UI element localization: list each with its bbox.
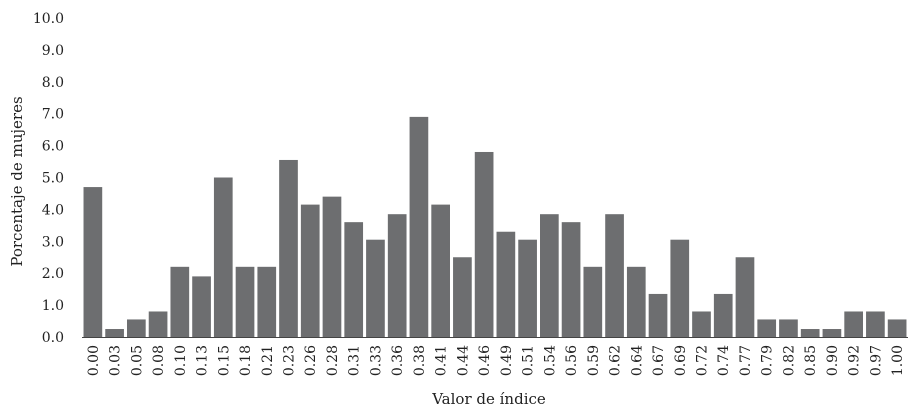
x-tick-label: 0.72 xyxy=(695,345,711,376)
x-axis-ticks: 0.00 0.03 0.05 0.08 0.10 0.13 0.15 0.18 0.21 0.23… xyxy=(86,345,906,376)
x-tick-label: 0.69 xyxy=(673,345,689,376)
bar xyxy=(844,311,863,337)
x-tick-label: 0.62 xyxy=(608,345,624,376)
x-tick-label: 0.59 xyxy=(586,345,602,376)
x-tick-label: 0.46 xyxy=(477,345,493,376)
bar xyxy=(474,151,494,337)
bar xyxy=(561,222,581,337)
bar xyxy=(605,214,624,337)
x-tick-label: 0.97 xyxy=(868,345,884,376)
bar xyxy=(387,214,407,337)
bar xyxy=(540,214,559,337)
x-tick-label: 0.33 xyxy=(368,345,384,376)
bar xyxy=(648,293,668,337)
x-tick-label: 0.51 xyxy=(521,345,537,376)
y-axis-title: Porcentaje de mujeres xyxy=(8,96,26,266)
x-tick-label: 0.74 xyxy=(716,345,732,376)
x-tick-label: 1.00 xyxy=(890,345,906,376)
y-tick-label: 0.0 xyxy=(42,330,64,346)
x-tick-label: 0.85 xyxy=(803,345,819,376)
y-tick-label: 6.0 xyxy=(42,139,64,155)
bar xyxy=(800,329,820,337)
x-tick-label: 0.82 xyxy=(781,345,797,376)
y-tick-label: 3.0 xyxy=(42,234,64,250)
bar xyxy=(518,239,537,337)
x-tick-label: 0.49 xyxy=(499,345,515,376)
bar xyxy=(779,319,798,337)
bar xyxy=(344,222,364,337)
x-tick-label: 0.05 xyxy=(129,345,145,376)
bar xyxy=(866,311,885,337)
x-tick-label: 0.36 xyxy=(390,345,406,376)
bar xyxy=(626,266,646,337)
x-tick-label: 0.18 xyxy=(238,345,254,376)
x-tick-label: 0.31 xyxy=(347,345,363,376)
x-tick-label: 0.00 xyxy=(86,345,102,376)
bar xyxy=(822,329,842,337)
y-tick-label: 8.0 xyxy=(42,75,64,91)
x-tick-label: 0.26 xyxy=(303,345,319,376)
bar xyxy=(757,319,777,337)
x-tick-label: 0.08 xyxy=(151,345,167,376)
y-tick-label: 1.0 xyxy=(42,298,64,314)
x-tick-label: 0.79 xyxy=(760,345,776,376)
x-tick-label: 0.13 xyxy=(195,345,211,376)
bar xyxy=(213,177,233,337)
y-tick-label: 2.0 xyxy=(42,266,64,282)
x-tick-label: 0.03 xyxy=(108,345,124,376)
x-tick-label: 0.21 xyxy=(260,345,276,376)
bar xyxy=(431,204,450,337)
bar xyxy=(583,266,603,337)
bar xyxy=(453,257,472,337)
bar xyxy=(257,266,277,337)
y-tick-label: 5.0 xyxy=(42,171,64,187)
bar xyxy=(148,311,168,337)
x-tick-label: 0.54 xyxy=(542,345,558,376)
x-tick-label: 0.44 xyxy=(455,345,471,376)
bars-group xyxy=(83,116,907,337)
x-tick-label: 0.23 xyxy=(282,345,298,376)
bar xyxy=(735,257,755,337)
y-tick-label: 4.0 xyxy=(42,202,64,218)
x-tick-label: 0.90 xyxy=(825,345,841,376)
bar xyxy=(300,204,320,337)
bar xyxy=(887,319,907,337)
x-tick-label: 0.56 xyxy=(564,345,580,376)
x-tick-label: 0.92 xyxy=(847,345,863,376)
bar xyxy=(83,187,103,337)
bar xyxy=(692,311,711,337)
y-axis-ticks: 0.0 1.0 2.0 3.0 4.0 5.0 6.0 7.0 8.0 9.0 10.0 xyxy=(33,11,64,346)
bar xyxy=(496,231,516,337)
bar xyxy=(192,276,211,337)
bar xyxy=(105,329,124,337)
bar xyxy=(670,239,690,337)
bar xyxy=(279,159,298,337)
bar xyxy=(170,266,190,337)
x-tick-label: 0.10 xyxy=(173,345,189,376)
bar xyxy=(713,293,733,337)
y-tick-label: 7.0 xyxy=(42,107,64,123)
x-tick-label: 0.64 xyxy=(629,345,645,376)
x-tick-label: 0.77 xyxy=(738,345,754,376)
x-axis-title: Valor de índice xyxy=(431,390,546,408)
bar xyxy=(127,319,146,337)
x-tick-label: 0.15 xyxy=(216,345,232,376)
x-tick-label: 0.41 xyxy=(434,345,450,376)
bar xyxy=(366,239,385,337)
x-tick-label: 0.38 xyxy=(412,345,428,376)
y-tick-label: 10.0 xyxy=(33,11,64,27)
bar xyxy=(322,196,342,337)
x-tick-label: 0.67 xyxy=(651,345,667,376)
x-tick-label: 0.28 xyxy=(325,345,341,376)
bar xyxy=(235,266,255,337)
y-tick-label: 9.0 xyxy=(42,43,64,59)
bar xyxy=(409,116,429,337)
